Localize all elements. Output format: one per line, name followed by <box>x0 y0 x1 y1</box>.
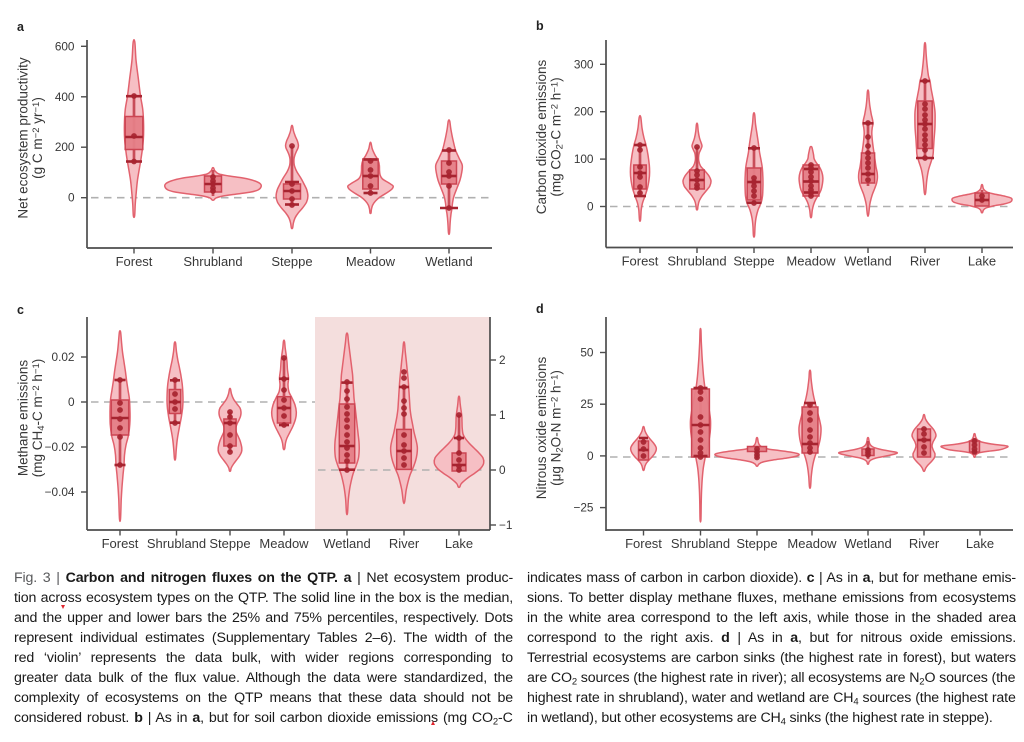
svg-text:Forest: Forest <box>625 536 662 551</box>
svg-text:River: River <box>909 536 940 551</box>
svg-text:Meadow: Meadow <box>787 536 837 551</box>
svg-text:25: 25 <box>580 397 594 411</box>
svg-text:(μg N2O-N m−2 h−1): (μg N2O-N m−2 h−1) <box>549 370 566 486</box>
svg-text:600: 600 <box>55 39 75 53</box>
svg-text:Forest: Forest <box>622 254 659 269</box>
svg-text:0: 0 <box>587 449 594 463</box>
svg-text:200: 200 <box>574 105 594 119</box>
svg-text:−0.04: −0.04 <box>45 485 75 499</box>
svg-text:(g C m−2 yr−1): (g C m−2 yr−1) <box>30 97 45 179</box>
svg-text:300: 300 <box>574 57 594 71</box>
svg-text:(mg CH4-C m−2 h−1): (mg CH4-C m−2 h−1) <box>30 359 47 478</box>
svg-text:Wetland: Wetland <box>425 254 472 269</box>
svg-text:(mg CO2-C m−2 h−1): (mg CO2-C m−2 h−1) <box>549 77 566 196</box>
svg-text:Meadow: Meadow <box>786 254 836 269</box>
svg-text:2: 2 <box>499 353 506 367</box>
svg-text:Wetland: Wetland <box>323 536 370 551</box>
svg-text:100: 100 <box>574 152 594 166</box>
svg-text:Steppe: Steppe <box>736 536 777 551</box>
svg-text:Steppe: Steppe <box>209 536 250 551</box>
svg-text:River: River <box>389 536 420 551</box>
svg-text:1: 1 <box>499 408 506 422</box>
svg-text:Forest: Forest <box>102 536 139 551</box>
svg-text:Shrubland: Shrubland <box>667 254 726 269</box>
svg-text:Lake: Lake <box>968 254 996 269</box>
svg-text:−25: −25 <box>573 501 593 515</box>
svg-text:Forest: Forest <box>116 254 153 269</box>
svg-text:−1: −1 <box>499 518 512 532</box>
svg-text:0.02: 0.02 <box>52 350 75 364</box>
svg-text:Carbon dioxide emissions: Carbon dioxide emissions <box>534 59 549 214</box>
svg-text:0: 0 <box>68 395 75 409</box>
svg-text:Lake: Lake <box>966 536 994 551</box>
svg-text:Shrubland: Shrubland <box>671 536 730 551</box>
svg-text:Shrubland: Shrubland <box>147 536 206 551</box>
svg-text:Shrubland: Shrubland <box>183 254 242 269</box>
svg-text:Wetland: Wetland <box>844 254 891 269</box>
svg-text:Lake: Lake <box>445 536 473 551</box>
svg-text:400: 400 <box>55 90 75 104</box>
svg-text:0: 0 <box>587 200 594 214</box>
svg-text:Nitrous oxide emissions: Nitrous oxide emissions <box>534 356 549 499</box>
svg-text:Methane emissions: Methane emissions <box>16 360 31 477</box>
svg-text:River: River <box>910 254 941 269</box>
svg-text:Steppe: Steppe <box>271 254 312 269</box>
svg-text:−0.02: −0.02 <box>45 440 75 454</box>
svg-text:Wetland: Wetland <box>844 536 891 551</box>
svg-text:Net ecosystem productivity: Net ecosystem productivity <box>16 57 31 219</box>
svg-text:200: 200 <box>55 140 75 154</box>
svg-text:Steppe: Steppe <box>733 254 774 269</box>
svg-text:50: 50 <box>580 346 594 360</box>
svg-text:Meadow: Meadow <box>346 254 396 269</box>
svg-text:0: 0 <box>68 191 75 205</box>
svg-text:0: 0 <box>499 463 506 477</box>
svg-text:Meadow: Meadow <box>259 536 309 551</box>
